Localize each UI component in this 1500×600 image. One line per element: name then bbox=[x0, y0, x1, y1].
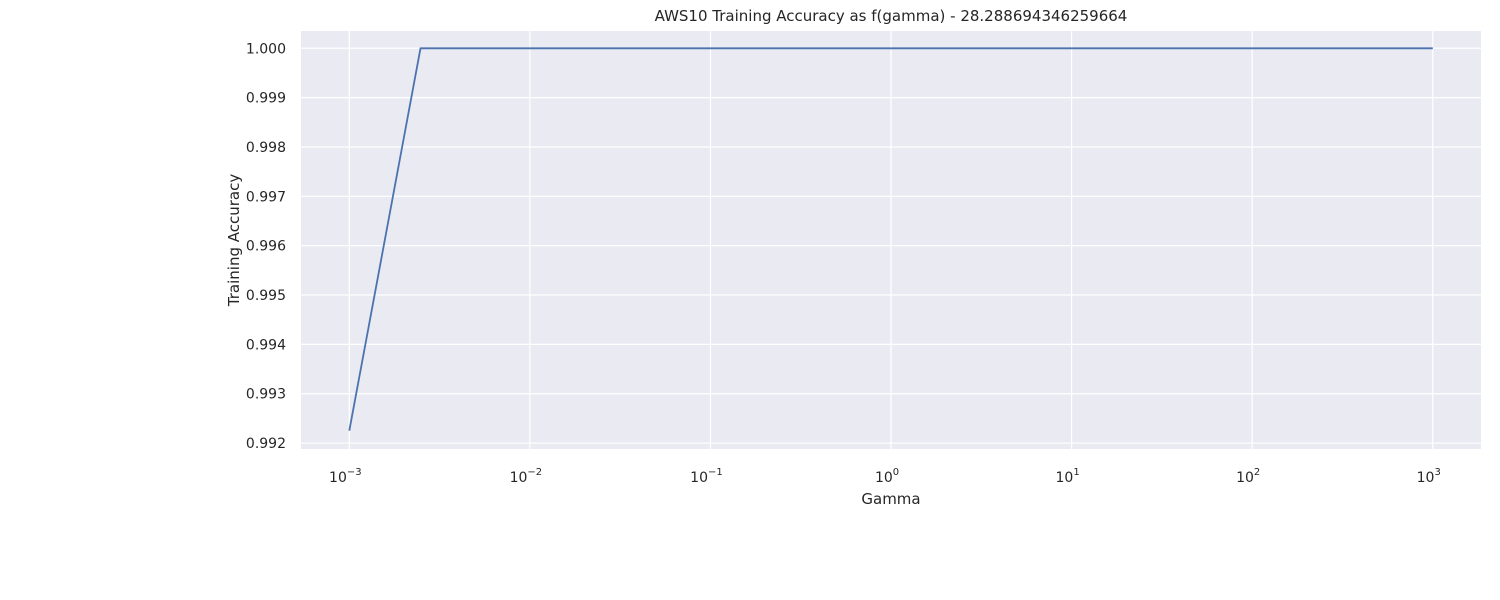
x-tick-exp-6: 3 bbox=[1434, 467, 1440, 478]
y-tick-label-3: 0.995 bbox=[246, 288, 286, 304]
x-tick-base-0: 10 bbox=[329, 470, 347, 486]
x-tick-labels: 10−3 10−2 10−1 100 101 102 103 bbox=[329, 467, 1441, 486]
x-axis-label: Gamma bbox=[861, 490, 920, 508]
y-tick-label-8: 1.000 bbox=[246, 41, 286, 57]
x-tick-exp-0: −3 bbox=[347, 467, 362, 478]
x-tick-exp-1: −2 bbox=[527, 467, 542, 478]
y-tick-label-7: 0.999 bbox=[246, 91, 286, 107]
y-tick-label-5: 0.997 bbox=[246, 189, 286, 205]
series-line-0 bbox=[348, 47, 1433, 431]
x-tick-exp-3: 0 bbox=[893, 467, 899, 478]
x-tick-base-6: 10 bbox=[1417, 470, 1435, 486]
x-tick-label-0: 10−3 bbox=[329, 467, 362, 486]
x-tick-base-2: 10 bbox=[690, 470, 708, 486]
x-tick-base-4: 10 bbox=[1056, 470, 1074, 486]
y-tick-labels: 0.992 0.993 0.994 0.995 0.996 0.997 0.998 0.999… bbox=[246, 41, 286, 452]
x-tick-base-3: 10 bbox=[875, 470, 893, 486]
x-tick-label-5: 102 bbox=[1236, 467, 1260, 486]
series-layer bbox=[348, 47, 1433, 431]
grid-lines bbox=[301, 31, 1481, 449]
x-tick-label-1: 10−2 bbox=[510, 467, 543, 486]
y-tick-label-0: 0.992 bbox=[246, 436, 286, 452]
x-tick-label-4: 101 bbox=[1056, 467, 1080, 486]
y-axis-label: Training Accuracy bbox=[225, 174, 243, 308]
x-tick-base-5: 10 bbox=[1236, 470, 1254, 486]
y-tick-label-2: 0.994 bbox=[246, 337, 286, 353]
x-tick-base-1: 10 bbox=[510, 470, 528, 486]
chart-title: AWS10 Training Accuracy as f(gamma) - 28… bbox=[655, 7, 1128, 25]
x-tick-label-6: 103 bbox=[1417, 467, 1441, 486]
x-tick-label-3: 100 bbox=[875, 467, 899, 486]
x-tick-exp-2: −1 bbox=[708, 467, 723, 478]
x-tick-label-2: 10−1 bbox=[690, 467, 723, 486]
y-tick-label-4: 0.996 bbox=[246, 239, 286, 255]
y-tick-label-1: 0.993 bbox=[246, 387, 286, 403]
x-tick-exp-4: 1 bbox=[1073, 467, 1079, 478]
x-tick-exp-5: 2 bbox=[1254, 467, 1260, 478]
y-tick-label-6: 0.998 bbox=[246, 140, 286, 156]
